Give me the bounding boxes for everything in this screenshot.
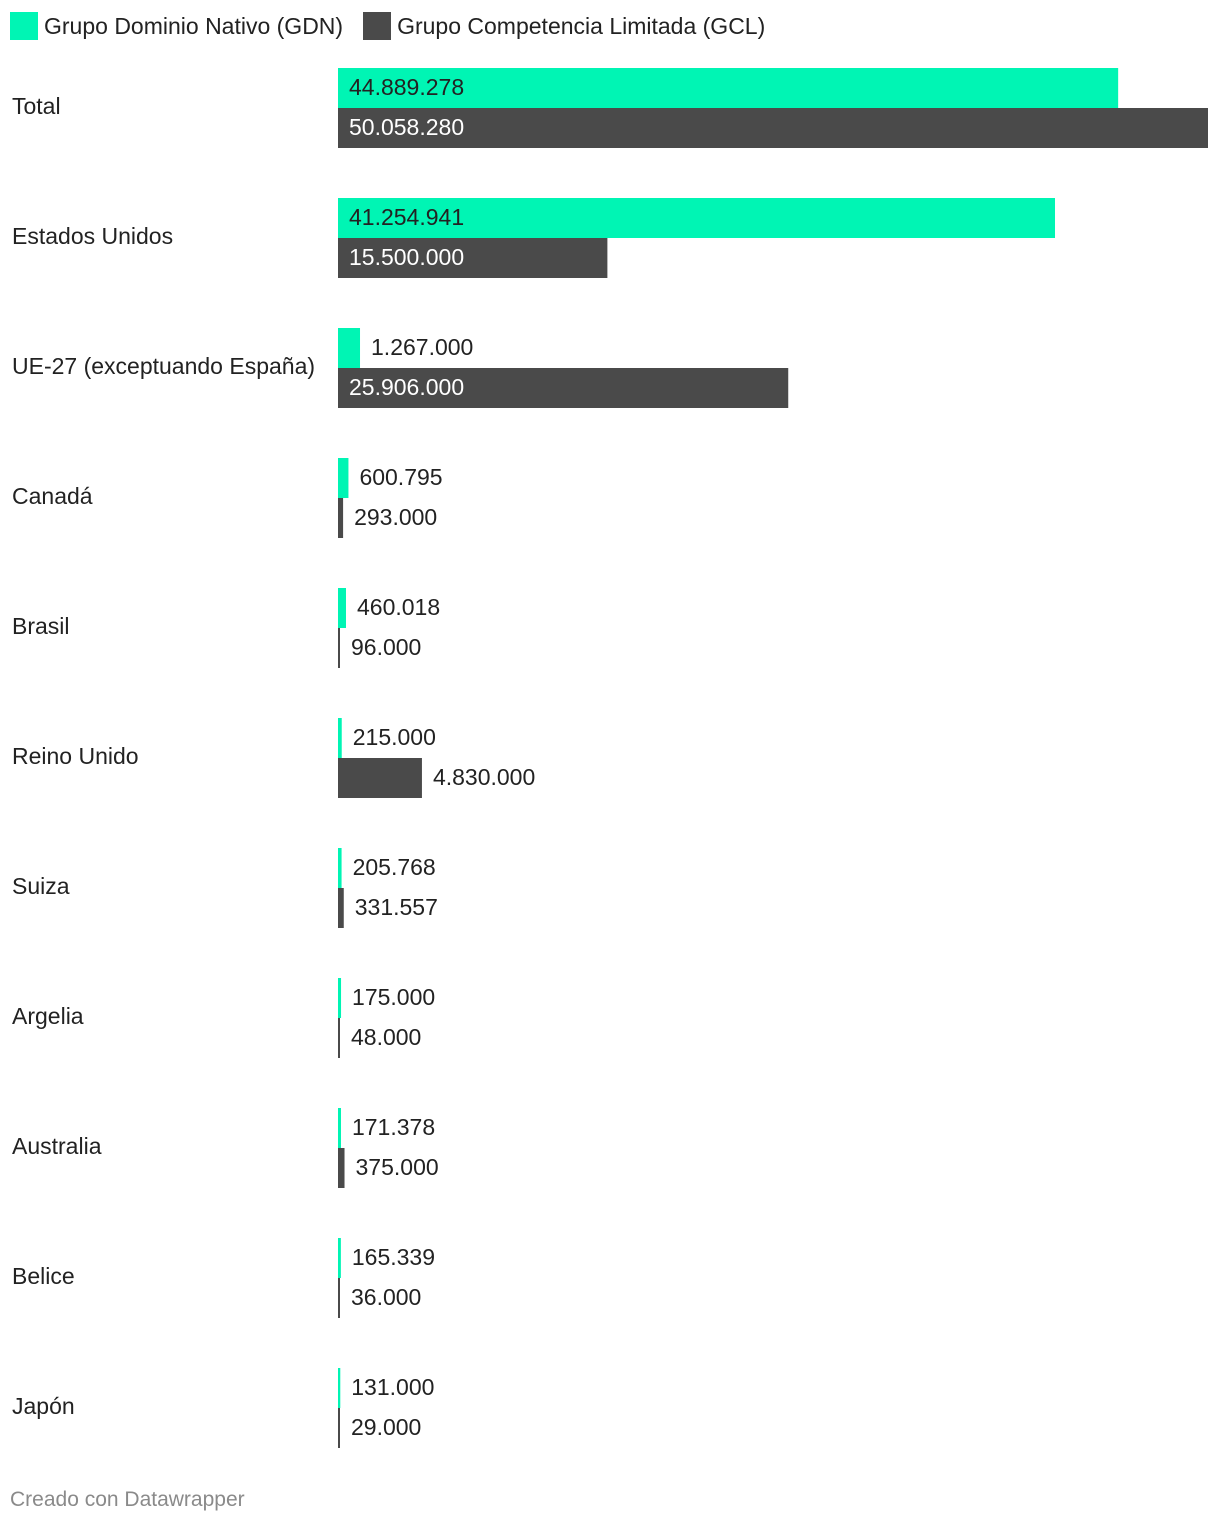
bar-gdn-argelia[interactable] — [338, 978, 342, 1018]
value-label-gdn: 171.378 — [352, 1114, 435, 1140]
legend-label-gcl: Grupo Competencia Limitada (GCL) — [397, 13, 766, 39]
value-label-gcl: 375.000 — [356, 1154, 439, 1180]
value-label-gdn: 41.254.941 — [349, 204, 464, 230]
value-label-gcl: 293.000 — [354, 504, 437, 530]
category-label: Argelia — [12, 1003, 84, 1029]
value-label-gcl: 4.830.000 — [433, 764, 535, 790]
category-label: Brasil — [12, 613, 70, 639]
bar-gdn-total[interactable] — [338, 68, 1119, 108]
value-label-gdn: 131.000 — [351, 1374, 434, 1400]
category-label: Estados Unidos — [12, 223, 173, 249]
bar-gcl-argelia[interactable] — [338, 1018, 340, 1058]
legend-swatch-gcl — [363, 12, 392, 40]
value-label-gcl: 331.557 — [355, 894, 438, 920]
bar-gcl-belice[interactable] — [338, 1278, 340, 1318]
value-label-gcl: 96.000 — [351, 634, 421, 660]
footer-credit[interactable]: Creado con Datawrapper — [10, 1488, 245, 1511]
row-estados-unidos: Estados Unidos 41.254.941 15.500.000 — [12, 198, 1055, 278]
value-label-gcl: 50.058.280 — [349, 114, 464, 140]
value-label-gdn: 460.018 — [357, 594, 440, 620]
row-argelia: Argelia 175.000 48.000 — [12, 978, 435, 1058]
value-label-gcl: 15.500.000 — [349, 244, 464, 270]
bar-gdn-suiza[interactable] — [338, 848, 342, 888]
bar-gdn-australia[interactable] — [338, 1108, 341, 1148]
bar-gcl-canada[interactable] — [338, 498, 344, 538]
bar-gdn-ue-27-exceptuando-espana[interactable] — [338, 328, 361, 368]
legend-swatch-gdn — [10, 12, 38, 40]
category-label: Reino Unido — [12, 743, 139, 769]
row-ue-27-exceptuando-espana: UE-27 (exceptuando España) 1.267.000 25.90… — [12, 328, 789, 408]
row-japon: Japón 131.000 29.000 — [12, 1368, 434, 1448]
bar-gcl-brasil[interactable] — [338, 628, 340, 668]
bar-gcl-suiza[interactable] — [338, 888, 344, 928]
row-total: Total 44.889.278 50.058.280 — [12, 68, 1208, 148]
row-reino-unido: Reino Unido 215.000 4.830.000 — [12, 718, 535, 798]
value-label-gcl: 36.000 — [351, 1284, 421, 1310]
value-label-gdn: 600.795 — [359, 464, 442, 490]
bar-gdn-canada[interactable] — [338, 458, 349, 498]
value-label-gcl: 29.000 — [351, 1414, 421, 1440]
category-label: Suiza — [12, 873, 70, 899]
bar-gdn-belice[interactable] — [338, 1238, 341, 1278]
row-belice: Belice 165.339 36.000 — [12, 1238, 435, 1318]
legend-label-gdn: Grupo Dominio Nativo (GDN) — [44, 13, 344, 39]
bar-chart: Total 44.889.278 50.058.280 Estados Unidos 4… — [12, 68, 1208, 1448]
bar-gcl-japon[interactable] — [338, 1408, 340, 1448]
bar-gcl-australia[interactable] — [338, 1148, 345, 1188]
category-label: Japón — [12, 1393, 75, 1419]
category-label: Total — [12, 93, 61, 119]
row-suiza: Suiza 205.768 331.557 — [12, 848, 438, 928]
bar-gcl-total[interactable] — [338, 108, 1208, 148]
value-label-gdn: 205.768 — [353, 854, 436, 880]
value-label-gcl: 48.000 — [351, 1024, 421, 1050]
value-label-gdn: 165.339 — [352, 1244, 435, 1270]
category-label: Australia — [12, 1133, 102, 1159]
bar-gdn-estados-unidos[interactable] — [338, 198, 1055, 238]
legend: Grupo Dominio Nativo (GDN) Grupo Compete… — [10, 10, 785, 42]
value-label-gdn: 215.000 — [353, 724, 436, 750]
legend-item-gcl: Grupo Competencia Limitada (GCL) — [363, 10, 765, 42]
value-label-gdn: 175.000 — [352, 984, 435, 1010]
row-canada: Canadá 600.795 293.000 — [12, 458, 443, 538]
value-label-gdn: 1.267.000 — [371, 334, 473, 360]
bar-gdn-brasil[interactable] — [338, 588, 346, 628]
legend-item-gdn: Grupo Dominio Nativo (GDN) — [10, 10, 343, 42]
bar-gdn-japon[interactable] — [338, 1368, 341, 1408]
value-label-gdn: 44.889.278 — [349, 74, 464, 100]
bar-gcl-reino-unido[interactable] — [338, 758, 422, 798]
bar-gcl-ue-27-exceptuando-espana[interactable] — [338, 368, 789, 408]
category-label: Canadá — [12, 483, 93, 509]
category-label: UE-27 (exceptuando España) — [12, 353, 315, 379]
bar-gcl-estados-unidos[interactable] — [338, 238, 608, 278]
row-australia: Australia 171.378 375.000 — [12, 1108, 439, 1188]
category-label: Belice — [12, 1263, 75, 1289]
row-brasil: Brasil 460.018 96.000 — [12, 588, 440, 668]
value-label-gcl: 25.906.000 — [349, 374, 464, 400]
bar-gdn-reino-unido[interactable] — [338, 718, 342, 758]
